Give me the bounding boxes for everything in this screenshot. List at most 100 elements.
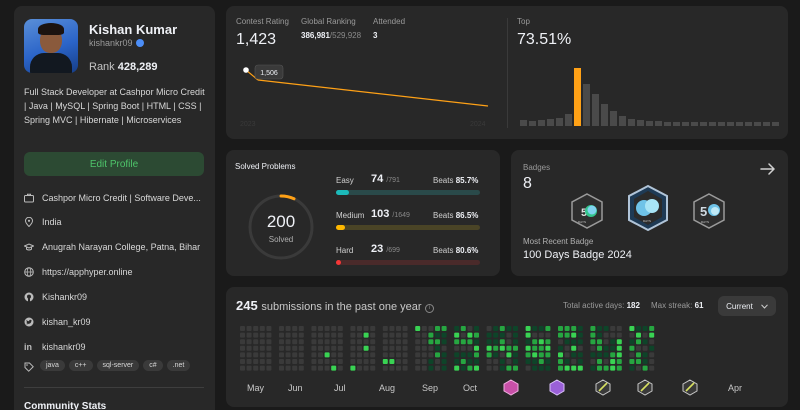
heatmap-day-cell[interactable]: [616, 359, 622, 364]
heatmap-day-cell[interactable]: [499, 352, 505, 358]
heatmap-day-cell[interactable]: [486, 339, 492, 345]
heatmap-day-cell[interactable]: [357, 359, 362, 364]
heatmap-day-cell[interactable]: [428, 365, 434, 371]
heatmap-day-cell[interactable]: [577, 365, 583, 371]
heatmap-day-cell[interactable]: [610, 365, 616, 371]
heatmap-day-cell[interactable]: [382, 345, 388, 351]
skill-tag[interactable]: c#: [143, 360, 163, 371]
heatmap-day-cell[interactable]: [441, 365, 447, 371]
heatmap-day-cell[interactable]: [363, 326, 369, 331]
heatmap-day-cell[interactable]: [513, 339, 518, 345]
heatmap-day-cell[interactable]: [564, 352, 570, 358]
heatmap-day-cell[interactable]: [441, 326, 447, 331]
heatmap-day-cell[interactable]: [421, 352, 427, 358]
heatmap-day-cell[interactable]: [532, 326, 538, 331]
heatmap-day-cell[interactable]: [590, 339, 596, 345]
heatmap-day-cell[interactable]: [474, 339, 479, 345]
heatmap-day-cell[interactable]: [253, 352, 259, 358]
heatmap-day-cell[interactable]: [435, 332, 440, 338]
heatmap-day-cell[interactable]: [259, 332, 265, 338]
heatmap-day-cell[interactable]: [486, 359, 492, 364]
heatmap-day-cell[interactable]: [331, 359, 337, 364]
heatmap-day-cell[interactable]: [246, 359, 252, 364]
heatmap-day-cell[interactable]: [513, 352, 518, 358]
heatmap-day-cell[interactable]: [279, 365, 284, 371]
heatmap-day-cell[interactable]: [240, 359, 245, 364]
heatmap-day-cell[interactable]: [331, 352, 337, 358]
heatmap-day-cell[interactable]: [311, 339, 317, 345]
heatmap-day-cell[interactable]: [389, 332, 395, 338]
heatmap-day-cell[interactable]: [266, 365, 272, 371]
heatmap-day-cell[interactable]: [545, 339, 551, 345]
heatmap-day-cell[interactable]: [421, 345, 427, 351]
heatmap-day-cell[interactable]: [532, 365, 538, 371]
heatmap-day-cell[interactable]: [259, 345, 265, 351]
heatmap-day-cell[interactable]: [538, 352, 544, 358]
heatmap-day-cell[interactable]: [629, 365, 635, 371]
heatmap-day-cell[interactable]: [415, 352, 421, 358]
heatmap-day-cell[interactable]: [279, 359, 284, 364]
heatmap-day-cell[interactable]: [545, 365, 551, 371]
heatmap-day-cell[interactable]: [389, 352, 395, 358]
heatmap-day-cell[interactable]: [298, 326, 304, 331]
heatmap-day-cell[interactable]: [298, 365, 304, 371]
heatmap-day-cell[interactable]: [311, 359, 317, 364]
heatmap-day-cell[interactable]: [246, 326, 252, 331]
heatmap-day-cell[interactable]: [564, 326, 570, 331]
heatmap-day-cell[interactable]: [370, 345, 376, 351]
heatmap-day-cell[interactable]: [597, 332, 602, 338]
heatmap-day-cell[interactable]: [642, 326, 648, 331]
heatmap-day-cell[interactable]: [389, 365, 395, 371]
heatmap-day-cell[interactable]: [382, 359, 388, 364]
heatmap-day-cell[interactable]: [493, 332, 499, 338]
heatmap-day-cell[interactable]: [298, 339, 304, 345]
heatmap-day-cell[interactable]: [370, 359, 376, 364]
heatmap-day-cell[interactable]: [318, 339, 323, 345]
heatmap-day-cell[interactable]: [246, 339, 252, 345]
heatmap-day-cell[interactable]: [532, 359, 538, 364]
heatmap-day-cell[interactable]: [363, 339, 369, 345]
heatmap-day-cell[interactable]: [467, 339, 473, 345]
heatmap-day-cell[interactable]: [467, 332, 473, 338]
heatmap-day-cell[interactable]: [597, 339, 602, 345]
heatmap-day-cell[interactable]: [603, 365, 609, 371]
heatmap-day-cell[interactable]: [396, 339, 401, 345]
heatmap-day-cell[interactable]: [564, 345, 570, 351]
heatmap-day-cell[interactable]: [415, 345, 421, 351]
heatmap-day-cell[interactable]: [382, 332, 388, 338]
skill-tag[interactable]: c++: [68, 360, 93, 371]
heatmap-day-cell[interactable]: [532, 339, 538, 345]
heatmap-day-cell[interactable]: [357, 345, 362, 351]
heatmap-day-cell[interactable]: [259, 326, 265, 331]
heatmap-day-cell[interactable]: [246, 352, 252, 358]
heatmap-day-cell[interactable]: [642, 365, 648, 371]
heatmap-day-cell[interactable]: [389, 359, 395, 364]
heatmap-day-cell[interactable]: [389, 339, 395, 345]
heatmap-day-cell[interactable]: [558, 345, 563, 351]
heatmap-day-cell[interactable]: [577, 345, 583, 351]
heatmap-day-cell[interactable]: [649, 339, 655, 345]
heatmap-day-cell[interactable]: [311, 352, 317, 358]
heatmap-day-cell[interactable]: [350, 365, 356, 371]
heatmap-day-cell[interactable]: [382, 365, 388, 371]
heatmap-day-cell[interactable]: [486, 332, 492, 338]
heatmap-day-cell[interactable]: [240, 345, 245, 351]
heatmap-day-cell[interactable]: [285, 352, 291, 358]
heatmap-day-cell[interactable]: [499, 339, 505, 345]
year-select-dropdown[interactable]: Current: [718, 296, 776, 316]
heatmap-day-cell[interactable]: [603, 345, 609, 351]
heatmap-day-cell[interactable]: [324, 339, 330, 345]
heatmap-day-cell[interactable]: [402, 345, 408, 351]
heatmap-day-cell[interactable]: [324, 365, 330, 371]
heatmap-day-cell[interactable]: [279, 345, 284, 351]
avatar[interactable]: [24, 19, 78, 73]
heatmap-day-cell[interactable]: [513, 326, 518, 331]
heatmap-day-cell[interactable]: [642, 352, 648, 358]
heatmap-day-cell[interactable]: [370, 332, 376, 338]
heatmap-day-cell[interactable]: [428, 345, 434, 351]
heatmap-day-cell[interactable]: [571, 326, 577, 331]
heatmap-day-cell[interactable]: [525, 359, 531, 364]
heatmap-day-cell[interactable]: [363, 332, 369, 338]
heatmap-day-cell[interactable]: [499, 365, 505, 371]
heatmap-day-cell[interactable]: [311, 365, 317, 371]
